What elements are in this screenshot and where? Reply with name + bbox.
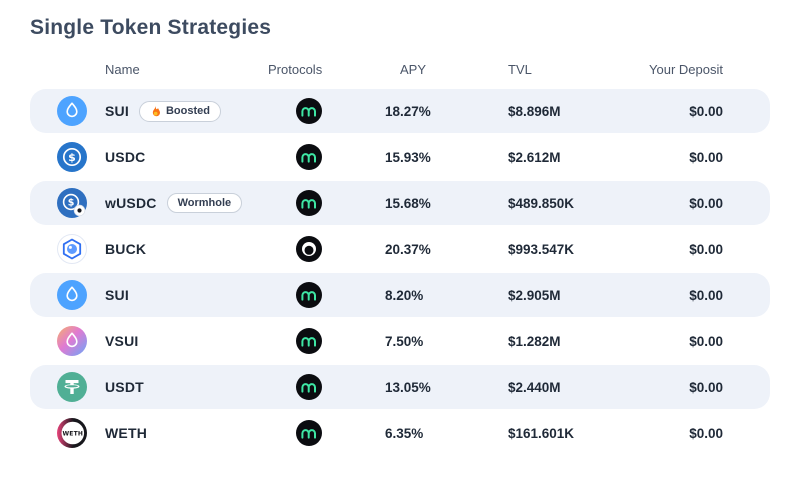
column-header-protocols: Protocols xyxy=(268,62,323,77)
navi-protocol-icon xyxy=(296,420,322,446)
your-deposit-value: $0.00 xyxy=(689,241,723,257)
apy-value: 7.50% xyxy=(385,333,424,349)
table-row[interactable]: BUCK 20.37% $993.547K $0.00 xyxy=(30,227,770,271)
tvl-value: $2.612M xyxy=(508,149,561,165)
strategies-table: SUI Boosted 18.27% $8.896M $0.00 $ USDC … xyxy=(30,89,770,455)
your-deposit-value: $0.00 xyxy=(689,149,723,165)
wusdc-token-icon: $ xyxy=(56,188,87,218)
your-deposit-value: $0.00 xyxy=(689,425,723,441)
token-name: WETH xyxy=(105,425,148,441)
navi-protocol-icon xyxy=(296,328,322,354)
your-deposit-value: $0.00 xyxy=(689,379,723,395)
table-row[interactable]: $ wUSDC Wormhole 15.68% $489.850K $0.00 xyxy=(30,181,770,225)
navi-protocol-icon xyxy=(296,144,322,170)
apy-value: 15.93% xyxy=(385,149,431,165)
column-header-your-deposit: Your Deposit xyxy=(649,62,723,77)
usdc-token-icon: $ xyxy=(56,142,87,172)
table-header-row: Name Protocols APY TVL Your Deposit xyxy=(30,62,770,77)
sui-token-icon xyxy=(56,280,87,310)
sui-token-icon xyxy=(56,96,87,126)
navi-protocol-icon xyxy=(296,190,322,216)
your-deposit-value: $0.00 xyxy=(689,103,723,119)
badge-label: Boosted xyxy=(165,105,210,117)
navi-protocol-icon xyxy=(296,98,322,124)
apy-value: 15.68% xyxy=(385,195,431,211)
column-header-tvl: TVL xyxy=(508,62,532,77)
token-name: VSUI xyxy=(105,333,139,349)
your-deposit-value: $0.00 xyxy=(689,333,723,349)
weth-token-icon: WETH xyxy=(56,418,87,448)
tvl-value: $2.440M xyxy=(508,379,561,395)
column-header-apy: APY xyxy=(400,62,427,77)
token-name: wUSDC xyxy=(105,195,157,211)
table-row[interactable]: VSUI 7.50% $1.282M $0.00 xyxy=(30,319,770,363)
tvl-value: $489.850K xyxy=(508,195,575,211)
table-row[interactable]: SUI Boosted 18.27% $8.896M $0.00 xyxy=(30,89,770,133)
your-deposit-value: $0.00 xyxy=(689,287,723,303)
tvl-value: $1.282M xyxy=(508,333,561,349)
apy-value: 6.35% xyxy=(385,425,424,441)
apy-value: 13.05% xyxy=(385,379,431,395)
token-badge: Boosted xyxy=(138,100,221,122)
table-row[interactable]: WETH WETH 6.35% $161.601K $0.00 xyxy=(30,411,770,455)
buck-token-icon xyxy=(56,234,87,264)
token-name: USDT xyxy=(105,379,144,395)
svg-text:$: $ xyxy=(68,151,76,164)
vsui-token-icon xyxy=(56,326,87,356)
column-header-name: Name xyxy=(105,62,140,77)
token-name: SUI xyxy=(105,103,129,119)
navi-protocol-icon xyxy=(296,282,322,308)
bucket-protocol-icon xyxy=(296,236,322,262)
table-row[interactable]: SUI 8.20% $2.905M $0.00 xyxy=(30,273,770,317)
page-title: Single Token Strategies xyxy=(30,16,272,39)
usdt-token-icon xyxy=(56,372,87,402)
table-row[interactable]: $ USDC 15.93% $2.612M $0.00 xyxy=(30,135,770,179)
your-deposit-value: $0.00 xyxy=(689,195,723,211)
badge-label: Wormhole xyxy=(177,197,232,209)
flame-icon xyxy=(150,105,161,118)
tvl-value: $993.547K xyxy=(508,241,575,257)
apy-value: 20.37% xyxy=(385,241,431,257)
table-row[interactable]: USDT 13.05% $2.440M $0.00 xyxy=(30,365,770,409)
tvl-value: $161.601K xyxy=(508,425,575,441)
token-name: BUCK xyxy=(105,241,147,257)
tvl-value: $2.905M xyxy=(508,287,561,303)
token-name: USDC xyxy=(105,149,146,165)
single-token-strategies-panel: Single Token Strategies Name Protocols A… xyxy=(30,16,770,455)
svg-text:WETH: WETH xyxy=(62,430,83,437)
token-name: SUI xyxy=(105,287,129,303)
apy-value: 8.20% xyxy=(385,287,424,303)
token-badge: Wormhole xyxy=(166,193,243,213)
navi-protocol-icon xyxy=(296,374,322,400)
svg-text:$: $ xyxy=(67,198,74,209)
tvl-value: $8.896M xyxy=(508,103,561,119)
apy-value: 18.27% xyxy=(385,103,431,119)
